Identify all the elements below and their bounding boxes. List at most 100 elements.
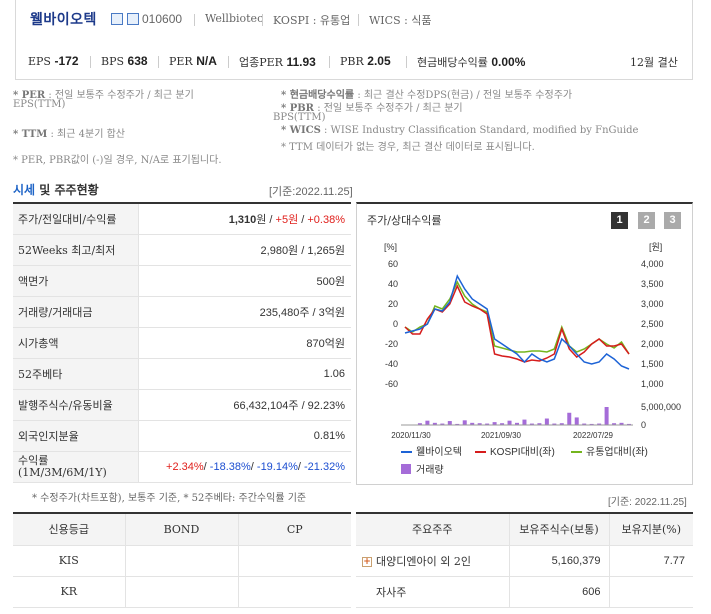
volume-bar [574,417,579,425]
x-tick-label: 2021/09/30 [481,431,522,440]
volume-bar [604,407,609,425]
x-tick-label: 2022/07/29 [573,431,614,440]
expand-icon[interactable]: + [362,556,372,567]
table-row: 52주베타 1.06 [13,358,351,390]
note-ttm-na: * TTM 데이터가 없는 경우, 최근 결산 데이터로 표시됩니다. [281,142,535,153]
metric-dividend-yield: 현금배당수익률 0.00% [417,55,526,69]
wics-info: WICS : 식품 [369,14,432,27]
volume-bar [432,422,437,425]
volume-bar [485,423,490,425]
volume-bar [567,412,572,425]
cell [238,545,351,577]
right-tick-label: 3,500 [641,279,664,289]
cell [125,576,239,608]
table-row: 거래량/거래대금 235,480주 / 3억원 [13,296,351,328]
left-tick-label: 40 [388,279,398,289]
bottom-date: [기준: 2022.11.25] [608,497,687,508]
col-header: 주요주주 [356,513,510,546]
bottom-note: * 수정주가(차트포함), 보통주 기준, * 52주베타: 주간수익률 기준 [32,493,307,504]
print-icon[interactable] [127,13,139,25]
row-label: 발행주식수/유동비율 [13,389,139,421]
volume-bar [507,420,512,425]
note-dividend: * 현금배당수익률 : 최근 결산 수정DPS(현금) / 전일 보통주 수정주… [281,90,573,101]
table-row: 52Weeks 최고/최저 2,980원 / 1,265원 [13,234,351,266]
left-axis-unit: [%] [384,242,397,252]
right-tick-label: 1,500 [641,359,664,369]
legend-label: 거래량 [416,464,444,474]
volume-bar [500,423,505,425]
settlement-month: 12월 결산 [630,56,678,69]
volume-bar [425,420,430,425]
row-value: 1.06 [138,358,351,390]
table-row: 자사주 606 [356,576,693,608]
volume-bar [552,423,557,425]
section-title: 시세 및 주주현황 [13,183,99,197]
col-header: CP [238,513,351,546]
cell: 606 [509,576,610,608]
metric-pbr: PBR 2.05 [340,54,391,68]
volume-tick-label: 5,000,000 [641,402,681,412]
volume-bar [589,423,594,425]
metric-eps: EPS -172 [28,54,79,68]
row-label: 52Weeks 최고/최저 [13,234,139,266]
chart-tab-1[interactable]: 1 [611,212,628,229]
legend-swatch [401,464,411,474]
row-label: 52주베타 [13,358,139,390]
holder-name: 자사주 [356,576,510,608]
volume-bar [417,423,422,425]
volume-bar [462,420,467,425]
left-tick-label: 0 [393,319,398,329]
row-label: 주가/전일대비/수익률 [13,203,139,235]
chart-tab-2[interactable]: 2 [638,212,655,229]
volume-bar [619,422,624,425]
note-per-pbr: * PER, PBR값이 (-)일 경우, N/A로 표기됩니다. [13,155,222,166]
table-row: 액면가 500원 [13,265,351,297]
returns-value: +2.34%/ -18.38%/ -19.14%/ -21.32% [138,451,351,483]
volume-bar [627,423,631,425]
cell [238,576,351,608]
volume-bar [529,423,534,425]
holder-name[interactable]: + 대양디엔아이 외 2인 [356,545,510,577]
row-value: 870억원 [138,327,351,359]
note-wics: * WICS : WISE Industry Classification St… [281,125,639,136]
volume-bar [544,418,549,425]
row-label: 시가총액 [13,327,139,359]
divider [262,14,263,26]
market-info: KOSPI : 유통업 [273,14,351,27]
series-stock-line [404,274,630,370]
legend-label: 웰바이오텍 [416,446,462,458]
series-sector-line [404,280,630,355]
company-name: 웰바이오텍 [30,12,97,28]
row-value: 66,432,104주 / 92.23% [138,389,351,421]
english-name: Wellbiotec [205,12,264,25]
volume-bar [582,423,587,425]
right-tick-label: 3,000 [641,299,664,309]
table-row: 주가/전일대비/수익률 1,310원 / +5원 / +0.38% [13,203,351,235]
right-axis-unit: [원] [649,242,662,252]
right-tick-label: 4,000 [641,259,664,269]
row-label: 액면가 [13,265,139,297]
metric-per: PER N/A [169,54,217,68]
right-tick-label: 2,000 [641,339,664,349]
row-label: 수익률 (1M/3M/6M/1Y) [13,451,139,483]
note-ttm: * TTM : 최근 4분기 합산 [13,129,125,140]
home-icon[interactable] [111,13,123,25]
company-header: 웰바이오텍 010600 Wellbiotec KOSPI : 유통업 WICS… [15,0,693,80]
credit-rating-table: 신용등급 BOND CP KIS KR [13,512,351,608]
col-header: 보유주식수(보통) [509,513,610,546]
left-tick-label: -20 [385,339,398,349]
note-pbr-2: BPS(TTM) [273,112,326,123]
left-tick-label: -60 [385,379,398,389]
left-tick-label: 60 [388,259,398,269]
volume-bar [440,423,445,425]
price-date: [기준:2022.11.25] [269,186,353,198]
chart-tab-3[interactable]: 3 [664,212,681,229]
table-row: + 대양디엔아이 외 2인 5,160,379 7.77 [356,545,693,577]
volume-bar [515,422,519,425]
volume-tick-label: 0 [641,420,646,430]
right-tick-label: 1,000 [641,379,664,389]
divider [194,14,195,26]
table-row: KIS [13,545,351,577]
volume-bar [597,423,602,425]
volume-bar [447,421,452,425]
